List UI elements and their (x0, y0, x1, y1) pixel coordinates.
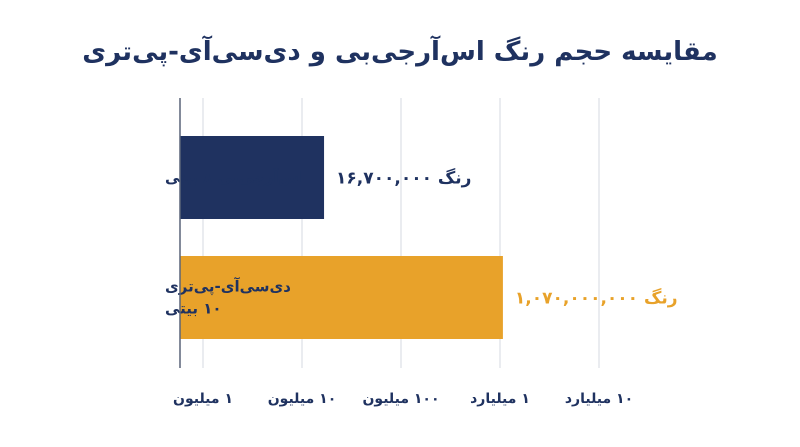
bars (180, 136, 503, 339)
x-tick-label: ۱۰ میلیارد (565, 391, 633, 407)
x-tick-labels: ۱ میلیون ۱۰ میلیون ۱۰۰ میلیون ۱ میلیارد ۱۰ م… (173, 391, 633, 407)
category-labels: اس‌آرجی‌بی ۸ بیتی دی‌سی‌آی-پی‌تری ۱۰ بیتی (165, 169, 304, 318)
category-label: اس‌آرجی‌بی ۸ بیتی (165, 169, 304, 187)
x-tick-label: ۱۰ میلیون (268, 391, 337, 407)
value-labels: ۱۶,۷۰۰,۰۰۰ رنگ ۱,۰۷۰,۰۰۰,۰۰۰ رنگ (336, 168, 678, 309)
category-label: دی‌سی‌آی-پی‌تری (165, 278, 291, 297)
chart-title: مقایسه حجم رنگ اس‌آرجی‌بی و دی‌سی‌آی-پی‌… (82, 35, 717, 67)
x-tick-label: ۱ میلیارد (470, 391, 530, 407)
bar-value-label: ۱۶,۷۰۰,۰۰۰ رنگ (336, 168, 471, 189)
bar (180, 136, 325, 219)
x-tick-label: ۱ میلیون (173, 391, 233, 407)
bar-value-label: ۱,۰۷۰,۰۰۰,۰۰۰ رنگ (515, 288, 678, 309)
category-label: ۱۰ بیتی (165, 300, 222, 318)
bar (180, 256, 503, 339)
x-tick-label: ۱۰۰ میلیون (362, 391, 439, 407)
